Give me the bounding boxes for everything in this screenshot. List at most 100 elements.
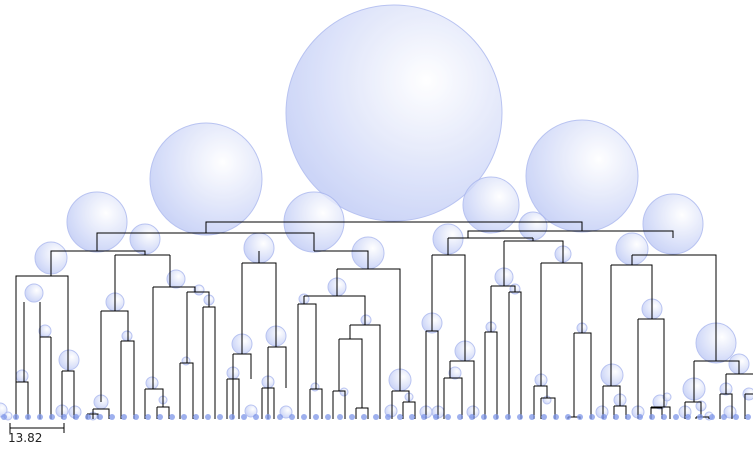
node-bubble	[145, 376, 159, 390]
node-bubble	[462, 176, 520, 234]
leaf-dot	[733, 414, 739, 420]
branch-line	[632, 254, 717, 361]
leaf-dot	[97, 414, 103, 420]
branch-line	[121, 340, 135, 419]
leaf-dot	[577, 414, 583, 420]
leaf-dot	[229, 414, 235, 420]
branch-line	[504, 240, 564, 263]
branch-line	[337, 268, 401, 391]
branch-line	[203, 306, 216, 419]
leaf-dot	[685, 414, 691, 420]
branch-line	[314, 250, 369, 269]
leaf-dot	[565, 414, 571, 420]
node-bubble	[58, 349, 80, 371]
node-bubble	[723, 405, 737, 419]
branch-line	[93, 408, 110, 419]
leaf-dot	[277, 414, 283, 420]
leaf-dot	[361, 414, 367, 420]
leaf-dot	[121, 414, 127, 420]
leaf-dot	[553, 414, 559, 420]
leaf-dot	[37, 414, 43, 420]
branch-line	[298, 303, 317, 389]
branch-line	[310, 388, 323, 419]
node-bubble	[121, 330, 133, 342]
branch-line	[541, 397, 556, 419]
branch-line	[541, 262, 583, 333]
node-bubble	[244, 404, 258, 418]
node-bubble	[662, 392, 672, 402]
leaf-dot	[457, 414, 463, 420]
branch-line	[485, 331, 498, 419]
node-bubble	[38, 324, 52, 338]
branch-line	[720, 393, 733, 419]
leaf-dot	[673, 414, 679, 420]
branch-line	[157, 406, 170, 419]
leaf-dot	[601, 414, 607, 420]
leaf-dots	[1, 414, 751, 420]
branch-line	[534, 385, 548, 398]
branch-line	[242, 262, 277, 347]
branch-line	[227, 378, 240, 419]
leaf-dot	[409, 414, 415, 420]
node-bubble	[285, 4, 503, 222]
branch-line	[614, 405, 627, 419]
leaf-dot	[529, 414, 535, 420]
branch-line	[62, 370, 75, 419]
leaf-dot	[373, 414, 379, 420]
node-bubble	[642, 193, 704, 255]
node-bubbles	[0, 4, 753, 421]
branch-line	[350, 324, 381, 419]
branch-line	[450, 360, 475, 419]
branch-line	[467, 230, 674, 238]
leaf-dot	[133, 414, 139, 420]
leaf-dot	[301, 414, 307, 420]
branch-line	[603, 385, 621, 406]
node-bubble	[448, 366, 462, 380]
branch-line	[205, 221, 583, 233]
node-bubble	[181, 356, 191, 366]
leaf-dot	[469, 414, 475, 420]
branch-line	[685, 401, 702, 417]
node-bubble	[525, 119, 639, 233]
leaf-dot	[325, 414, 331, 420]
branch-line	[180, 362, 194, 419]
branch-line	[403, 401, 416, 419]
leaf-dot	[541, 414, 547, 420]
leaf-dot	[637, 414, 643, 420]
branch-line	[96, 232, 315, 251]
leaf-dot	[193, 414, 199, 420]
leaf-dot	[697, 414, 703, 420]
branch-line	[509, 291, 522, 419]
node-bubble	[339, 387, 349, 397]
branch-line	[611, 264, 653, 319]
branch-line	[145, 388, 164, 407]
leaf-dot	[421, 414, 427, 420]
branch-line	[444, 377, 463, 419]
branch-line	[304, 295, 366, 325]
leaf-dot	[397, 414, 403, 420]
branch-line	[638, 318, 665, 407]
branch-line	[262, 387, 275, 419]
leaf-dot	[493, 414, 499, 420]
leaf-dot	[73, 414, 79, 420]
leaf-dot	[445, 414, 451, 420]
branch-line	[651, 406, 671, 419]
node-bubble	[310, 382, 320, 392]
leaf-dot	[337, 414, 343, 420]
scale-bar-label: 13.82	[8, 431, 43, 445]
branch-line	[50, 250, 146, 276]
leaf-dot	[157, 414, 163, 420]
node-bubble	[360, 314, 372, 326]
leaf-dot	[433, 414, 439, 420]
leaf-dot	[649, 414, 655, 420]
node-bubble	[15, 369, 29, 383]
node-bubble	[149, 122, 263, 236]
leaf-dot	[589, 414, 595, 420]
node-bubble	[279, 405, 293, 419]
branch-line	[101, 310, 129, 341]
leaf-dot	[481, 414, 487, 420]
scale-bar	[9, 423, 65, 433]
node-bubble	[166, 269, 186, 289]
